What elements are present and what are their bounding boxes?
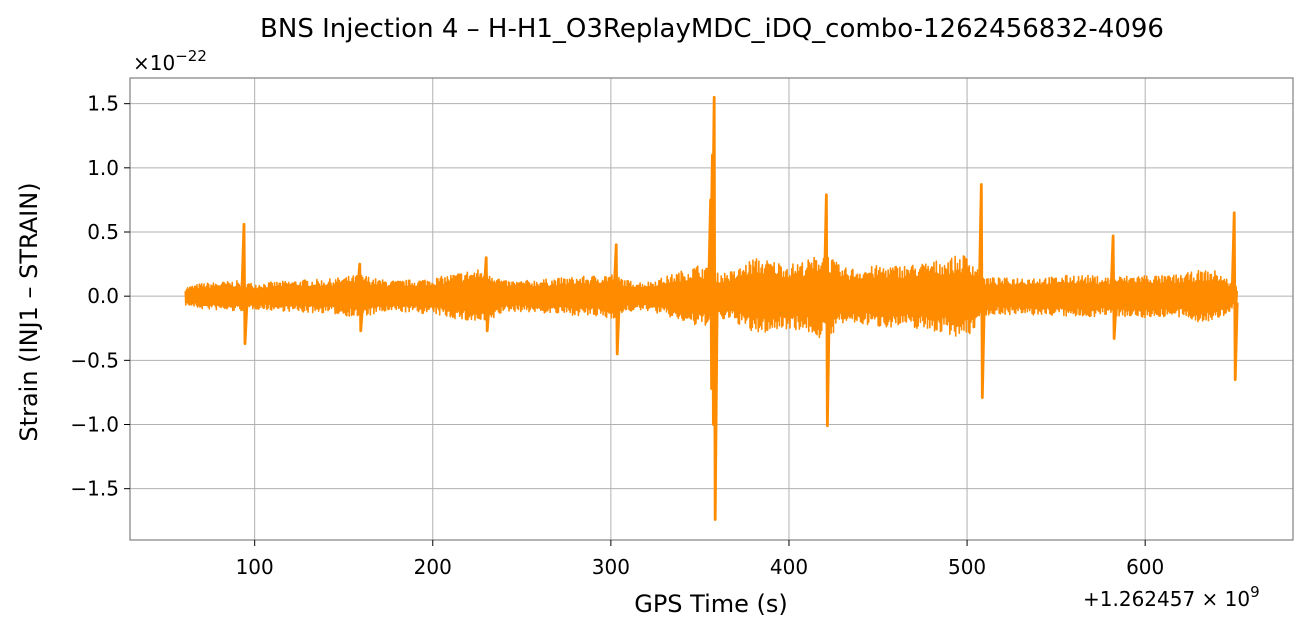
x-offset-exponent: 9 bbox=[1250, 583, 1260, 601]
y-tick-label: 0.0 bbox=[87, 284, 119, 308]
glitch-spike bbox=[612, 243, 621, 356]
y-tick-label: 0.5 bbox=[87, 220, 119, 244]
plot-frame bbox=[129, 77, 1294, 541]
y-tick-label: −1.0 bbox=[70, 413, 119, 437]
svg-text:+1.262457 × 109: +1.262457 × 109 bbox=[1083, 583, 1260, 611]
glitch-spike bbox=[356, 262, 365, 333]
y-tick-label: 1.5 bbox=[87, 92, 119, 116]
x-offset-base: +1.262457 × 10 bbox=[1083, 587, 1250, 611]
x-tick-label: 500 bbox=[948, 555, 986, 579]
x-tick-label: 300 bbox=[592, 555, 630, 579]
glitch-spike bbox=[977, 183, 986, 399]
x-axis-ticks: 100 200 300 400 500 600 bbox=[236, 540, 1164, 579]
y-axis-ticks: −1.5 −1.0 −0.5 0.0 0.5 1.0 1.5 bbox=[70, 92, 130, 501]
y-scale-multiplier: ×10−22 bbox=[133, 47, 207, 75]
x-offset-label: +1.262457 × 109 bbox=[1083, 583, 1260, 611]
x-tick-label: 400 bbox=[770, 555, 808, 579]
x-axis-label: GPS Time (s) bbox=[634, 590, 788, 618]
glitch-spike bbox=[240, 222, 249, 346]
glitch-spike bbox=[822, 193, 831, 428]
x-tick-label: 100 bbox=[236, 555, 274, 579]
series-layer bbox=[184, 95, 1239, 521]
y-scale-exponent: −22 bbox=[175, 47, 207, 65]
chart-title: BNS Injection 4 – H-H1_O3ReplayMDC_iDQ_c… bbox=[260, 14, 1164, 44]
glitch-spike bbox=[482, 256, 491, 333]
svg-text:×10−22: ×10−22 bbox=[133, 47, 207, 75]
glitch-spike bbox=[1109, 234, 1118, 340]
glitch-spike bbox=[1230, 211, 1239, 381]
x-tick-label: 200 bbox=[414, 555, 452, 579]
y-scale-base: ×10 bbox=[133, 51, 175, 75]
y-tick-label: 1.0 bbox=[87, 156, 119, 180]
y-tick-label: −0.5 bbox=[70, 348, 119, 372]
y-tick-label: −1.5 bbox=[70, 477, 119, 501]
y-axis-label: Strain (INJ1 – STRAIN) bbox=[15, 182, 43, 441]
glitch-spike bbox=[710, 95, 719, 521]
x-tick-label: 600 bbox=[1126, 555, 1164, 579]
